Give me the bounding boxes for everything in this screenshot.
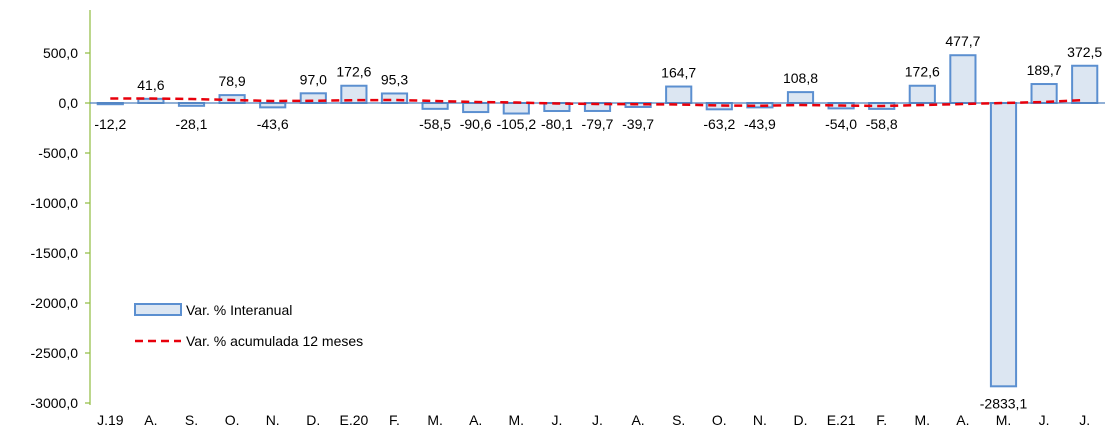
bar (502, 102, 530, 115)
bar (989, 102, 1018, 388)
x-tick-label: E.21 (827, 412, 856, 428)
legend-label-bar: Var. % Interanual (186, 302, 292, 318)
x-tick-label: S. (672, 412, 685, 428)
bar (908, 84, 936, 104)
data-label: -58,5 (419, 116, 451, 132)
data-label: 78,9 (218, 73, 245, 89)
x-tick-label: M. (509, 412, 525, 428)
y-tick-label: -500,0 (38, 145, 78, 161)
line-series-path (110, 97, 1085, 108)
data-label: -43,6 (257, 116, 289, 132)
x-tick-label: J.19 (97, 412, 124, 428)
data-label: -28,1 (176, 116, 208, 132)
bar (1030, 83, 1058, 104)
data-label: -90,6 (460, 116, 492, 132)
y-tick-label: -1000,0 (31, 195, 79, 211)
data-label: 372,5 (1067, 44, 1102, 60)
y-tick-label: 0,0 (59, 95, 79, 111)
bar-series (90, 54, 1105, 388)
bar (462, 102, 490, 114)
data-label: -54,0 (825, 116, 857, 132)
x-tick-label: J. (1079, 412, 1090, 428)
x-tick-label: O. (225, 412, 240, 428)
data-label: -39,7 (622, 116, 654, 132)
x-tick-label: J. (592, 412, 603, 428)
x-tick-label: A. (144, 412, 157, 428)
bar (949, 54, 977, 104)
y-tick-label: -3000,0 (31, 395, 79, 411)
legend: Var. % Interanual Var. % acumulada 12 me… (134, 302, 363, 349)
bar (421, 102, 449, 110)
bar (259, 102, 287, 109)
data-label: -105,2 (496, 116, 536, 132)
line-series (110, 97, 1085, 108)
x-tick-label: M. (427, 412, 443, 428)
x-tick-label: S. (185, 412, 198, 428)
y-tick-label: -2500,0 (31, 345, 79, 361)
x-tick-label: J. (551, 412, 562, 428)
x-tick-label: E.20 (339, 412, 368, 428)
legend-label-line: Var. % acumulada 12 meses (186, 333, 363, 349)
x-tick-label: O. (712, 412, 727, 428)
legend-swatch-bar (134, 303, 182, 316)
bar (1071, 64, 1099, 104)
data-label: 164,7 (661, 65, 696, 81)
x-tick-label: D. (306, 412, 320, 428)
bar (665, 85, 693, 104)
data-label: -63,2 (703, 116, 735, 132)
data-label: 477,7 (945, 33, 980, 49)
data-label: 95,3 (381, 71, 408, 87)
y-axis: 500,0 0,0 -500,0 -1000,0 -1500,0 -2000,0 -2500… (31, 10, 91, 411)
y-tick-label: -1500,0 (31, 245, 79, 261)
x-tick-label: N. (753, 412, 767, 428)
data-label: 172,6 (905, 64, 940, 80)
data-label: -2833,1 (980, 395, 1028, 411)
bar (380, 92, 409, 105)
data-label: 172,6 (336, 64, 371, 80)
x-tick-label: M. (996, 412, 1012, 428)
y-tick-label: 500,0 (43, 45, 78, 61)
data-labels: -12,2 41,6 -28,1 78,9 -43,6 97,0 172,6 95,3 -58,… (94, 33, 1102, 411)
data-label: 108,8 (783, 70, 818, 86)
x-tick-label: N. (266, 412, 280, 428)
data-label: -58,8 (866, 116, 898, 132)
x-tick-label: D. (794, 412, 808, 428)
data-label: -12,2 (94, 116, 126, 132)
bar (786, 91, 815, 105)
x-tick-label: A. (956, 412, 969, 428)
x-axis: J.19 A. S. O. N. D. E.20 F. M. A. M. J. J. A. S. O. N. D.… (97, 412, 1090, 428)
x-tick-label: F. (389, 412, 400, 428)
y-tick-label: -2000,0 (31, 295, 79, 311)
data-label: 41,6 (137, 77, 164, 93)
x-tick-label: F. (876, 412, 887, 428)
data-label: -80,1 (541, 116, 573, 132)
data-label: 97,0 (300, 71, 327, 87)
data-label: -79,7 (582, 116, 614, 132)
x-tick-label: M. (915, 412, 931, 428)
x-tick-label: J. (1039, 412, 1050, 428)
x-tick-label: A. (469, 412, 482, 428)
x-tick-label: A. (631, 412, 644, 428)
data-label: -43,9 (744, 116, 776, 132)
data-label: 189,7 (1027, 62, 1062, 78)
